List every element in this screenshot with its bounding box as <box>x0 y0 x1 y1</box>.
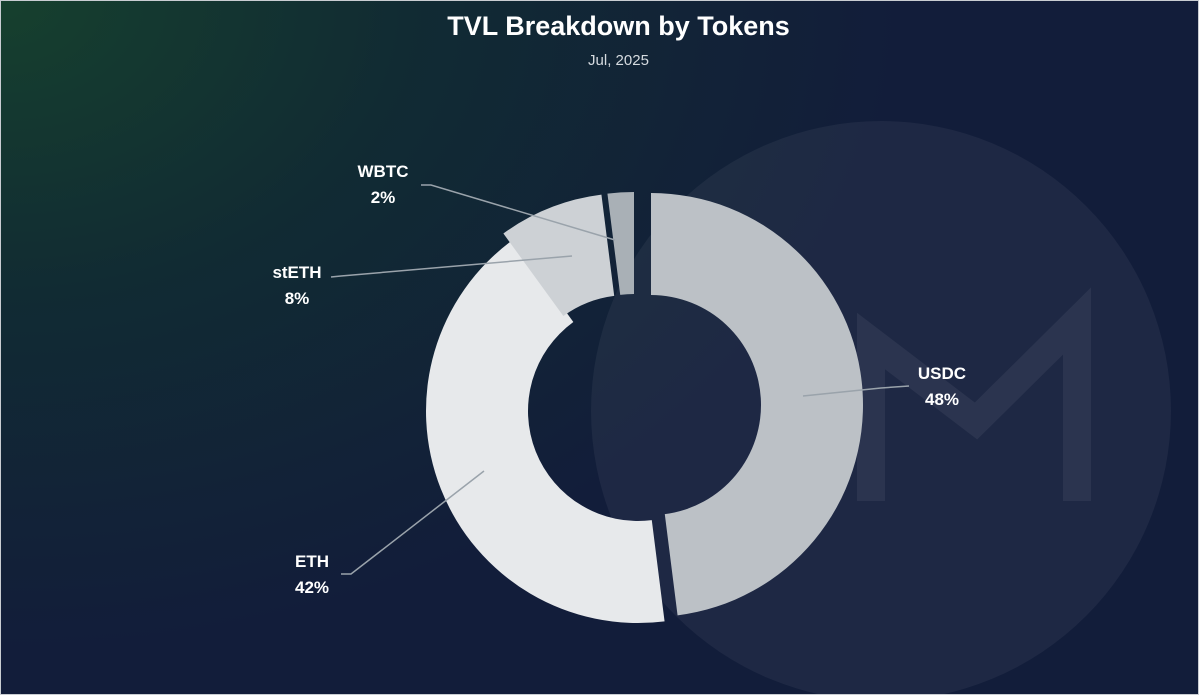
labels-layer: USDC 48% ETH 42% stETH 8% WBTC 2% <box>272 162 966 597</box>
leader-line-eth <box>341 470 485 575</box>
leader-line-wbtc <box>421 184 616 241</box>
chart-title: TVL Breakdown by Tokens <box>447 11 790 41</box>
leader-line-usdc <box>802 385 910 397</box>
slice-label-usdc: USDC <box>918 364 966 383</box>
slice-value-eth: 42% <box>295 578 329 597</box>
slice-label-eth: ETH <box>295 552 329 571</box>
watermark-m-mark-icon <box>857 287 1091 501</box>
slice-value-steth: 8% <box>285 289 310 308</box>
slice-usdc <box>651 193 864 616</box>
slice-label-wbtc: WBTC <box>358 162 409 181</box>
leader-line-steth <box>330 255 573 278</box>
slices-layer <box>426 192 864 623</box>
slice-value-wbtc: 2% <box>371 188 396 207</box>
slice-label-steth: stETH <box>272 263 321 282</box>
slice-eth <box>426 239 665 623</box>
slice-steth <box>503 194 615 317</box>
slice-wbtc <box>607 192 634 295</box>
chart-subtitle: Jul, 2025 <box>588 52 649 69</box>
slice-value-usdc: 48% <box>925 390 959 409</box>
